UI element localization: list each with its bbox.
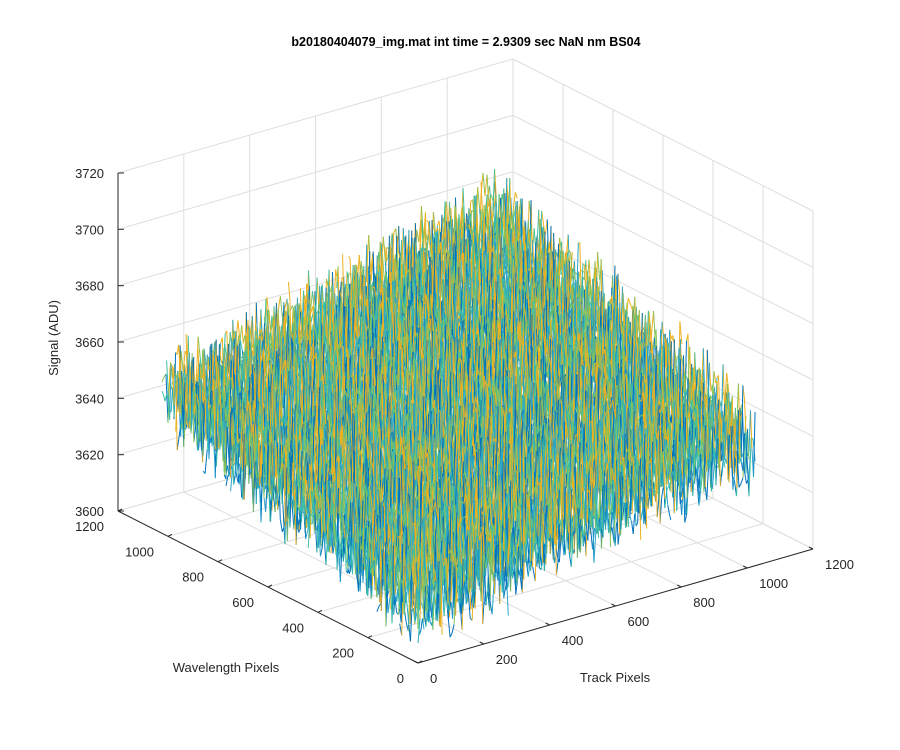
surface-segment [287, 303, 291, 331]
surface-segment [472, 199, 476, 230]
surface-segment [512, 192, 516, 211]
surface-segment [310, 313, 314, 323]
surface-segment [514, 192, 518, 199]
surface-segment [277, 296, 281, 310]
surface-segment [219, 364, 223, 371]
grid-line [117, 58, 514, 174]
grid-line [117, 171, 514, 287]
surface-segment [365, 325, 369, 333]
grid-line [512, 171, 814, 325]
grid-line [367, 523, 764, 639]
surface-segment [376, 252, 380, 288]
grid-line [512, 58, 814, 212]
surface-segment [486, 174, 490, 207]
surface-segment [180, 351, 184, 372]
surface-segment [203, 348, 207, 366]
surface-segment [279, 296, 283, 319]
surface-segment [484, 174, 488, 197]
surface-segment [312, 291, 315, 313]
surface-segment [240, 356, 243, 359]
surface-segment [165, 374, 169, 423]
surface-segment [289, 305, 293, 311]
surface-segment [237, 320, 241, 340]
surface-mesh [161, 169, 756, 644]
surface-segment [310, 291, 313, 311]
surface-segment [306, 283, 310, 291]
surface-segment [168, 362, 172, 399]
surface-segment [177, 370, 181, 415]
surface-segment [182, 350, 186, 372]
surface-segment [416, 229, 420, 242]
surface-segment [239, 339, 243, 351]
surface-segment [432, 211, 436, 233]
surface-segment [197, 336, 201, 357]
surface-segment [285, 303, 289, 318]
surface-segment [482, 172, 486, 197]
grid-line [117, 114, 514, 230]
surface-segment [386, 246, 389, 249]
surface-segment [382, 236, 386, 262]
grid-line [512, 114, 814, 268]
surface-segment [204, 449, 208, 474]
surface-segment [447, 201, 450, 244]
surface-segment [477, 186, 481, 209]
surface-segment [161, 376, 165, 383]
surface-segment [415, 241, 419, 271]
surface-segment [195, 336, 199, 384]
surface-segment [381, 254, 385, 282]
surface-segment [419, 219, 423, 257]
